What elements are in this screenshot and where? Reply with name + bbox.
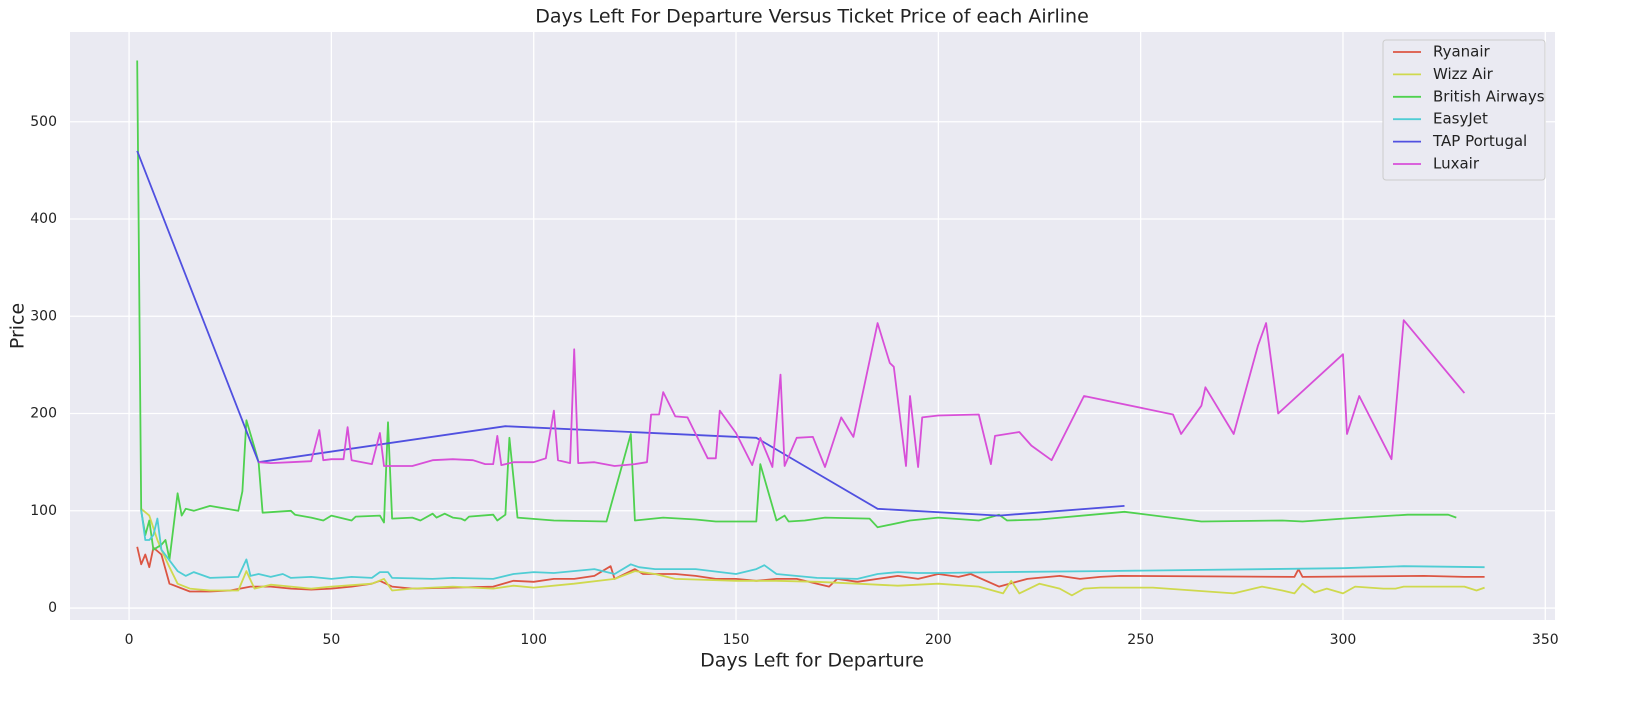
plot-area	[70, 32, 1555, 620]
legend: Ryanair Wizz Air British Airways EasyJet TAP…	[1382, 39, 1546, 181]
legend-label: Luxair	[1433, 155, 1480, 173]
x-tick-label: 250	[1127, 632, 1154, 648]
x-tick-label: 100	[520, 632, 547, 648]
grid	[70, 32, 1555, 620]
legend-label: Wizz Air	[1433, 65, 1494, 83]
y-tick-label: 200	[30, 406, 57, 422]
x-tick-label: 0	[125, 632, 134, 648]
x-tick-label: 350	[1532, 632, 1559, 648]
x-tick-label: 150	[723, 632, 750, 648]
y-tick-label: 0	[48, 600, 57, 616]
series-line	[136, 60, 1457, 561]
y-tick-label: 100	[30, 503, 57, 519]
legend-box	[1382, 39, 1546, 181]
x-tick-label: 200	[925, 632, 952, 648]
x-tick-label: 50	[322, 632, 340, 648]
legend-label: Ryanair	[1433, 43, 1491, 61]
legend-label: TAP Portugal	[1432, 132, 1527, 150]
series-line	[140, 508, 1485, 597]
series-line	[258, 319, 1466, 468]
x-tick-label: 300	[1330, 632, 1357, 648]
y-tick-label: 500	[30, 114, 57, 130]
series-line	[140, 509, 1485, 580]
y-tick-label: 400	[30, 211, 57, 227]
lines	[136, 60, 1485, 597]
chart-title: Days Left For Departure Versus Ticket Pr…	[535, 6, 1089, 28]
y-axis-label: Price	[7, 303, 29, 349]
x-axis-label: Days Left for Departure	[700, 650, 924, 672]
y-tick-label: 300	[30, 308, 57, 324]
legend-label: EasyJet	[1433, 110, 1488, 128]
legend-label: British Airways	[1433, 87, 1545, 105]
series-line	[136, 546, 1485, 593]
